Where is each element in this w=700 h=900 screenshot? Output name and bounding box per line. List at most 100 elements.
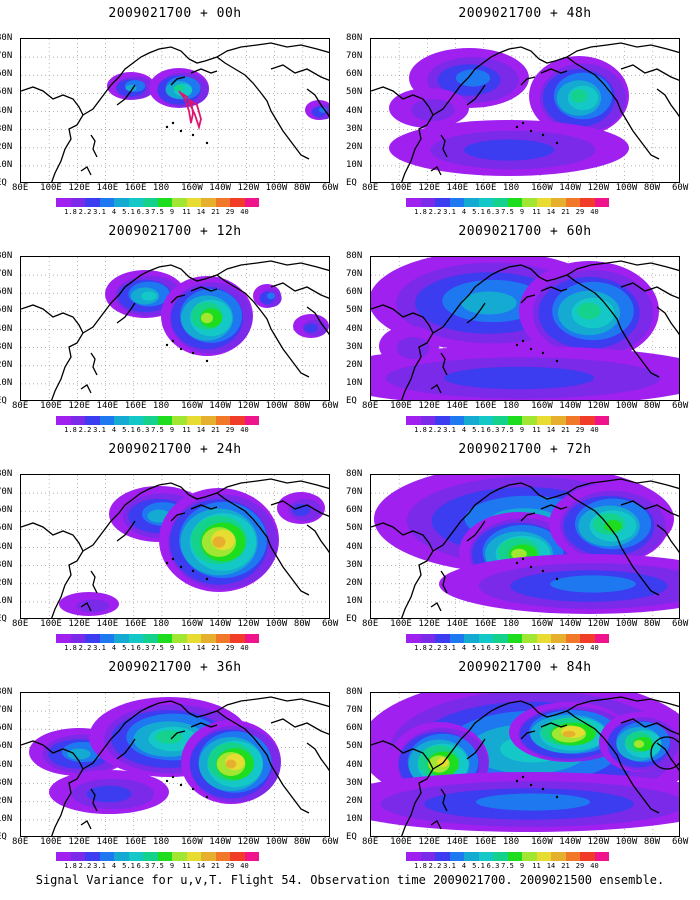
coastline	[90, 352, 98, 376]
colorbar-label: 21	[561, 426, 570, 434]
latitude-label: 40N	[346, 759, 363, 770]
colorbar-label: 3.1	[443, 208, 456, 216]
coastline	[430, 820, 442, 830]
coastline	[538, 710, 660, 814]
coastline	[440, 352, 448, 376]
colorbar-label: 14	[196, 426, 206, 434]
island	[555, 141, 559, 145]
map-canvas	[371, 39, 679, 182]
colorbar-label: 40	[590, 644, 599, 652]
colorbar-swatch	[580, 852, 595, 861]
map-panel: 2009021700 + 12h 80N 70N 60N 50N 40N 30N 20N 10N…	[0, 218, 338, 434]
coastline	[90, 788, 98, 812]
colorbar-label: 1.8	[414, 208, 427, 216]
colorbar-label: 11	[532, 208, 541, 216]
colorbar-swatch	[406, 852, 421, 861]
longitude-label: 140W	[209, 183, 231, 193]
latitude-label: 10N	[0, 595, 13, 606]
colorbar-label: 21	[561, 644, 570, 652]
colorbar-swatch	[70, 198, 85, 207]
island	[521, 339, 525, 343]
colorbar-label: 4	[461, 862, 467, 870]
latitude-label: 70N	[0, 705, 13, 716]
colorbar-label: 29	[225, 862, 235, 870]
longitude-label: 140E	[96, 837, 119, 847]
latitude-label: EQ	[346, 832, 357, 842]
longitude-label: 100E	[390, 619, 412, 629]
colorbar-label: 6.3	[136, 426, 150, 434]
colorbar-swatch	[536, 852, 551, 861]
longitude-label: 140E	[446, 183, 469, 193]
colorbar-label: 5.1	[472, 644, 485, 652]
island	[205, 359, 209, 363]
longitude-label: 100E	[40, 401, 62, 411]
colorbar-swatch	[143, 852, 158, 861]
coastline	[188, 56, 310, 160]
island	[165, 343, 169, 347]
latitude-label: 50N	[346, 741, 363, 752]
coastline	[270, 282, 329, 299]
coastline	[21, 86, 84, 182]
longitude-label: 180	[502, 619, 520, 629]
longitude-label: 180	[152, 401, 170, 411]
signal-variance-shade	[444, 366, 594, 390]
colorbar-label: 14	[546, 644, 556, 652]
island	[205, 577, 209, 581]
longitude-label: 80W	[643, 619, 661, 629]
coastline	[656, 88, 679, 118]
colorbar-label: 2.2	[428, 644, 442, 652]
latitude-label: EQ	[346, 614, 357, 624]
colorbar-label: 29	[225, 426, 235, 434]
coastline	[430, 602, 442, 612]
coastline	[430, 166, 442, 176]
coastline	[520, 512, 536, 522]
latitude-label: 50N	[0, 741, 13, 752]
panel-title: 2009021700 + 72h	[458, 442, 592, 457]
colorbar-label: 4	[461, 426, 467, 434]
colorbar-swatch	[536, 416, 551, 425]
colorbar-swatch	[230, 198, 245, 207]
colorbar-label: 11	[182, 208, 191, 216]
latitude-label: 20N	[346, 577, 363, 588]
latitude-label: 80N	[346, 33, 363, 43]
colorbar-label: 7.5	[151, 644, 164, 652]
longitude-label: 140E	[96, 619, 119, 629]
colorbar-label: 14	[546, 862, 556, 870]
longitude-label: 180	[502, 837, 520, 847]
coastline	[21, 304, 84, 400]
longitude-label: 100E	[390, 837, 412, 847]
latitude-label: EQ	[0, 396, 7, 406]
longitude-label: 80W	[293, 401, 311, 411]
signal-variance-shade	[577, 302, 601, 320]
coastline	[306, 524, 329, 554]
longitude-label: 80W	[643, 183, 661, 193]
colorbar-swatch	[56, 416, 71, 425]
colorbar-swatch	[215, 634, 230, 643]
map-canvas	[21, 693, 329, 836]
longitude-label: 160E	[474, 183, 497, 193]
longitude-label: 120E	[418, 837, 441, 847]
coastline	[90, 134, 98, 158]
map-frame	[20, 256, 330, 401]
colorbar-swatch	[70, 416, 85, 425]
coastline	[170, 512, 186, 522]
longitude-label: 120E	[418, 619, 441, 629]
coastline	[430, 384, 442, 394]
colorbar-swatch	[56, 634, 71, 643]
map-canvas	[371, 257, 679, 400]
longitude-label: 60W	[672, 183, 689, 193]
coastline	[82, 264, 190, 334]
coastline	[466, 520, 486, 542]
longitude-label: 120E	[68, 619, 91, 629]
colorbar-swatch	[420, 198, 435, 207]
coastline	[190, 286, 218, 292]
panel-title: 2009021700 + 48h	[458, 6, 592, 21]
signal-variance-shade	[562, 730, 576, 738]
longitude-label: 160W	[531, 619, 553, 629]
latitude-label: 80N	[0, 687, 13, 697]
longitude-label: 120W	[587, 619, 610, 629]
coastline	[306, 88, 329, 118]
colorbar-swatch	[85, 852, 100, 861]
latitude-label: 30N	[346, 777, 363, 788]
colorbar-swatch	[172, 634, 187, 643]
